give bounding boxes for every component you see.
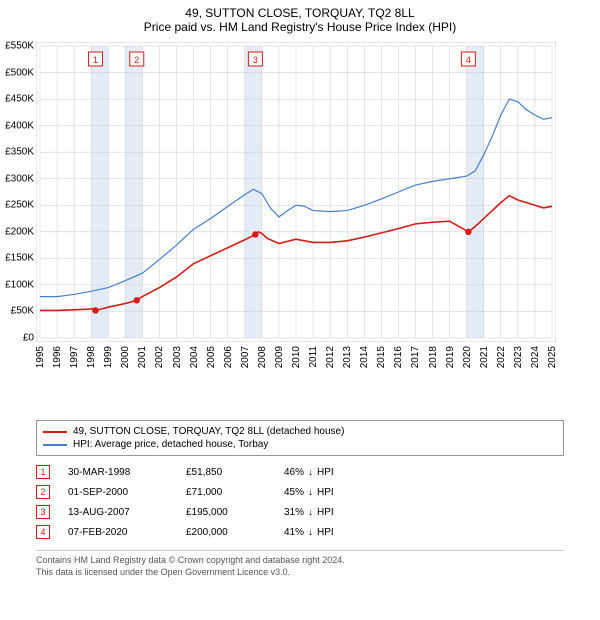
- sale-diff-suffix: HPI: [317, 467, 334, 478]
- x-axis-label: 1999: [103, 346, 114, 368]
- sale-diff-suffix: HPI: [317, 527, 334, 538]
- y-axis-label: £550K: [0, 41, 34, 52]
- x-axis-label: 2024: [530, 346, 541, 368]
- arrow-down-icon: ↓: [308, 507, 313, 518]
- x-axis-label: 2006: [223, 346, 234, 368]
- x-axis-label: 2025: [547, 346, 558, 368]
- sale-marker: 3: [36, 505, 50, 519]
- y-axis-label: £200K: [0, 226, 34, 237]
- legend-item: 49, SUTTON CLOSE, TORQUAY, TQ2 8LL (deta…: [43, 425, 557, 438]
- x-axis-label: 2017: [410, 346, 421, 368]
- chart-svg: 1 2 3 4: [36, 42, 556, 342]
- y-axis-label: £300K: [0, 173, 34, 184]
- arrow-down-icon: ↓: [308, 527, 313, 538]
- x-axis-label: 2009: [274, 346, 285, 368]
- chart-title: 49, SUTTON CLOSE, TORQUAY, TQ2 8LL: [0, 0, 600, 20]
- x-axis-label: 2012: [325, 346, 336, 368]
- arrow-down-icon: ↓: [308, 467, 313, 478]
- sale-marker: 1: [36, 465, 50, 479]
- x-axis-label: 1995: [35, 346, 46, 368]
- sale-diff: 46% ↓ HPI: [284, 467, 394, 478]
- sale-row: 4 07-FEB-2020 £200,000 41% ↓ HPI: [36, 522, 564, 542]
- sale-row: 3 13-AUG-2007 £195,000 31% ↓ HPI: [36, 502, 564, 522]
- y-axis-label: £500K: [0, 67, 34, 78]
- sale-price: £200,000: [186, 527, 266, 538]
- sale-date: 13-AUG-2007: [68, 507, 168, 518]
- y-axis-label: £0: [0, 333, 34, 344]
- svg-text:2: 2: [134, 55, 139, 65]
- x-axis-label: 2008: [257, 346, 268, 368]
- legend: 49, SUTTON CLOSE, TORQUAY, TQ2 8LL (deta…: [36, 420, 564, 456]
- x-axis-label: 2013: [342, 346, 353, 368]
- x-axis-label: 2014: [359, 346, 370, 368]
- sale-diff-pct: 46%: [284, 467, 304, 478]
- x-axis-label: 2003: [172, 346, 183, 368]
- sale-diff: 45% ↓ HPI: [284, 487, 394, 498]
- x-axis-label: 2015: [376, 346, 387, 368]
- sale-diff-pct: 41%: [284, 527, 304, 538]
- arrow-down-icon: ↓: [308, 487, 313, 498]
- legend-label: HPI: Average price, detached house, Torb…: [73, 439, 268, 450]
- x-axis-label: 1996: [52, 346, 63, 368]
- sale-diff-suffix: HPI: [317, 487, 334, 498]
- y-axis-label: £450K: [0, 94, 34, 105]
- sale-diff-pct: 31%: [284, 507, 304, 518]
- x-axis-label: 2020: [462, 346, 473, 368]
- x-axis-label: 2011: [308, 346, 319, 368]
- svg-text:3: 3: [253, 55, 258, 65]
- x-axis-label: 1998: [86, 346, 97, 368]
- legend-item: HPI: Average price, detached house, Torb…: [43, 438, 557, 451]
- sale-price: £71,000: [186, 487, 266, 498]
- footer-line-2: This data is licensed under the Open Gov…: [36, 567, 564, 579]
- sale-diff: 41% ↓ HPI: [284, 527, 394, 538]
- y-axis-label: £250K: [0, 200, 34, 211]
- sale-diff-suffix: HPI: [317, 507, 334, 518]
- x-axis-label: 2022: [496, 346, 507, 368]
- x-axis-label: 2016: [393, 346, 404, 368]
- sale-diff: 31% ↓ HPI: [284, 507, 394, 518]
- footer-attribution: Contains HM Land Registry data © Crown c…: [36, 550, 564, 578]
- y-axis-label: £150K: [0, 253, 34, 264]
- x-axis-label: 2000: [120, 346, 131, 368]
- x-axis-label: 2019: [445, 346, 456, 368]
- sale-marker: 2: [36, 485, 50, 499]
- sale-row: 2 01-SEP-2000 £71,000 45% ↓ HPI: [36, 482, 564, 502]
- x-axis-label: 2018: [428, 346, 439, 368]
- chart-area: 1234 £0£50K£100K£150K£200K£250K£300K£350…: [36, 42, 596, 372]
- sale-date: 01-SEP-2000: [68, 487, 168, 498]
- sale-price: £51,850: [186, 467, 266, 478]
- sale-row: 1 30-MAR-1998 £51,850 46% ↓ HPI: [36, 462, 564, 482]
- x-axis-label: 2001: [137, 346, 148, 368]
- y-axis-label: £50K: [0, 306, 34, 317]
- sale-marker: 4: [36, 525, 50, 539]
- legend-swatch: [43, 444, 67, 446]
- y-axis-label: £100K: [0, 279, 34, 290]
- sale-date: 07-FEB-2020: [68, 527, 168, 538]
- y-axis-label: £400K: [0, 120, 34, 131]
- x-axis-label: 2021: [479, 346, 490, 368]
- sales-table: 1 30-MAR-1998 £51,850 46% ↓ HPI 2 01-SEP-2000 £7…: [36, 462, 564, 542]
- x-axis-label: 2004: [189, 346, 200, 368]
- x-axis-label: 2010: [291, 346, 302, 368]
- footer-line-1: Contains HM Land Registry data © Crown c…: [36, 555, 564, 567]
- x-axis-label: 2007: [240, 346, 251, 368]
- x-axis-label: 2002: [154, 346, 165, 368]
- svg-text:4: 4: [466, 55, 471, 65]
- legend-swatch: [43, 431, 67, 433]
- legend-label: 49, SUTTON CLOSE, TORQUAY, TQ2 8LL (deta…: [73, 426, 344, 437]
- chart-subtitle: Price paid vs. HM Land Registry's House …: [0, 20, 600, 38]
- svg-text:1: 1: [93, 55, 98, 65]
- x-axis-label: 1997: [69, 346, 80, 368]
- chart-container: 49, SUTTON CLOSE, TORQUAY, TQ2 8LL Price…: [0, 0, 600, 620]
- sale-diff-pct: 45%: [284, 487, 304, 498]
- sale-date: 30-MAR-1998: [68, 467, 168, 478]
- x-axis-label: 2023: [513, 346, 524, 368]
- y-axis-label: £350K: [0, 147, 34, 158]
- x-axis-label: 2005: [206, 346, 217, 368]
- sale-price: £195,000: [186, 507, 266, 518]
